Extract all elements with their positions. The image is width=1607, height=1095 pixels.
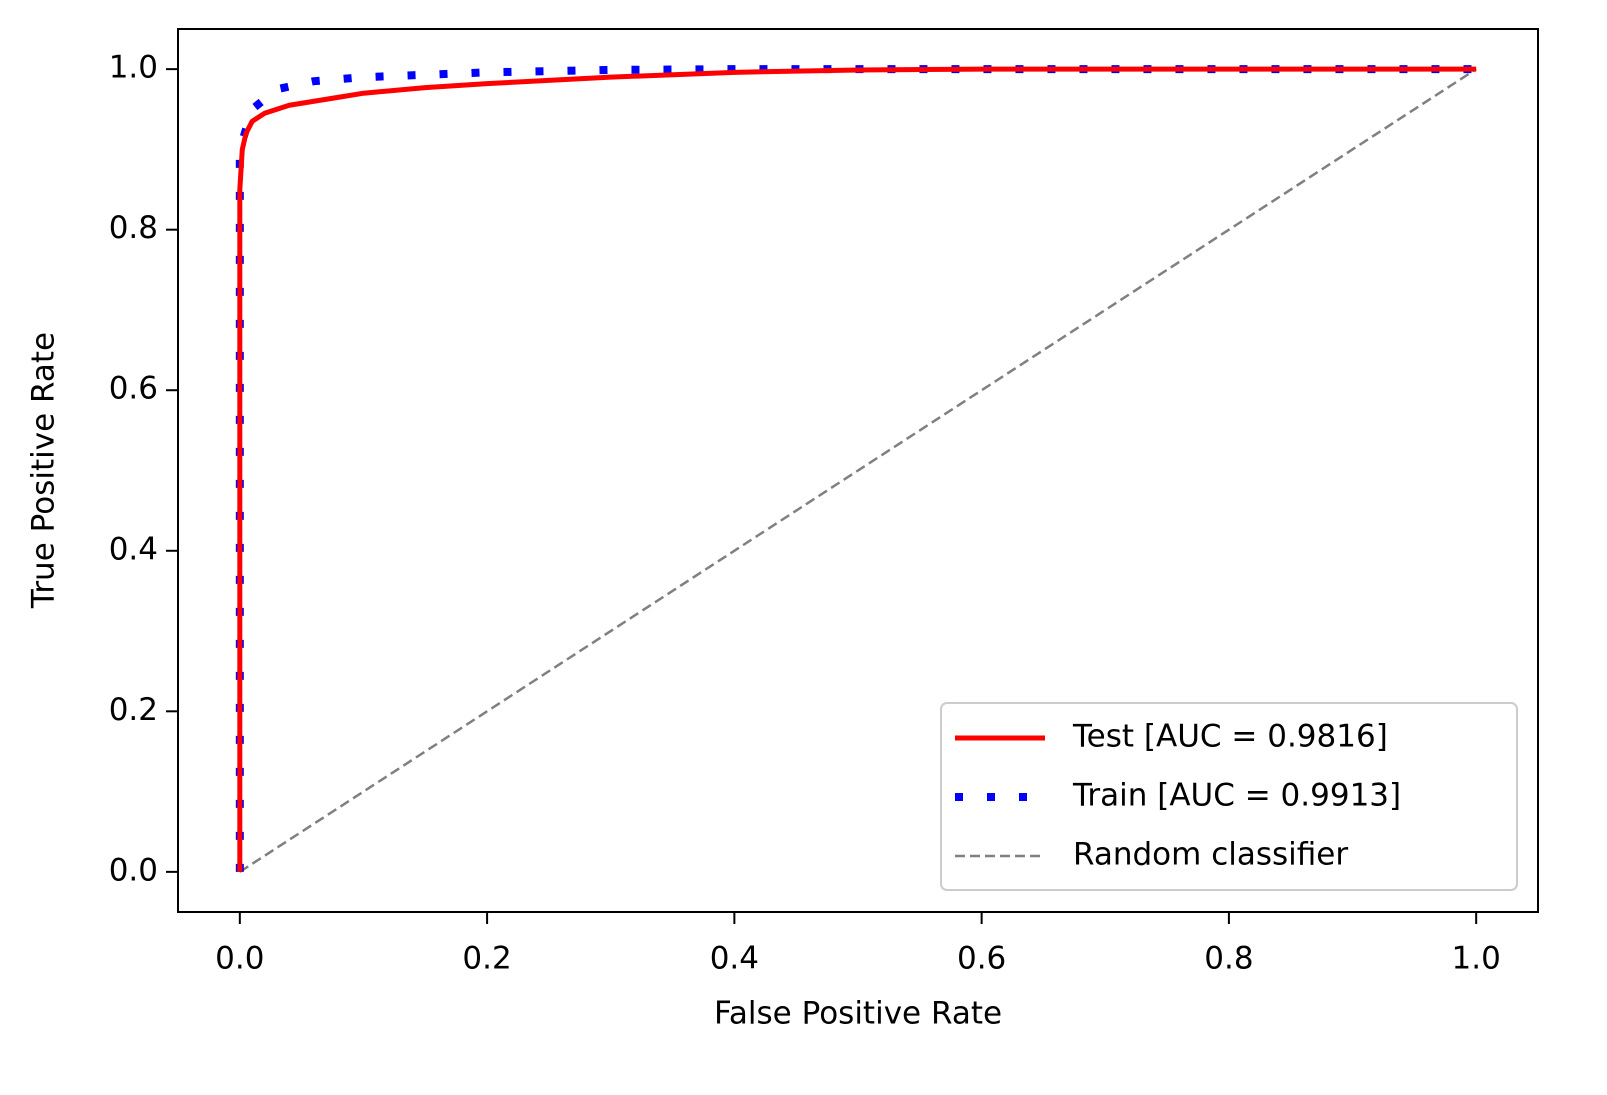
y-axis-label: True Positive Rate bbox=[26, 332, 62, 609]
x-axis-label: False Positive Rate bbox=[714, 996, 1002, 1032]
plot-frame bbox=[177, 28, 1539, 913]
x-tick-label: 0.2 bbox=[462, 941, 511, 977]
legend-label: Test [AUC = 0.9816] bbox=[1072, 719, 1388, 755]
legend-label: Random classifier bbox=[1073, 837, 1348, 873]
series-line bbox=[237, 66, 1477, 872]
legend: Test [AUC = 0.9816] Train [AUC = 0.9913] R… bbox=[940, 702, 1518, 891]
legend-label: Train [AUC = 0.9913] bbox=[1072, 778, 1401, 814]
y-tick-label: 0.0 bbox=[109, 852, 158, 888]
series-line bbox=[239, 68, 1477, 873]
y-tick-label: 1.0 bbox=[109, 50, 158, 86]
y-tick-label: 0.6 bbox=[109, 371, 158, 407]
x-tick-label: 0.6 bbox=[957, 941, 1006, 977]
y-tick-label: 0.2 bbox=[109, 692, 158, 728]
y-tick-label: 0.8 bbox=[109, 210, 158, 246]
legend-frame bbox=[940, 702, 1518, 891]
y-tick-label: 0.4 bbox=[109, 531, 158, 567]
x-tick-label: 1.0 bbox=[1452, 941, 1501, 977]
x-tick-label: 0.4 bbox=[710, 941, 759, 977]
x-tick-label: 0.0 bbox=[215, 941, 264, 977]
x-tick-label: 0.8 bbox=[1204, 941, 1253, 977]
